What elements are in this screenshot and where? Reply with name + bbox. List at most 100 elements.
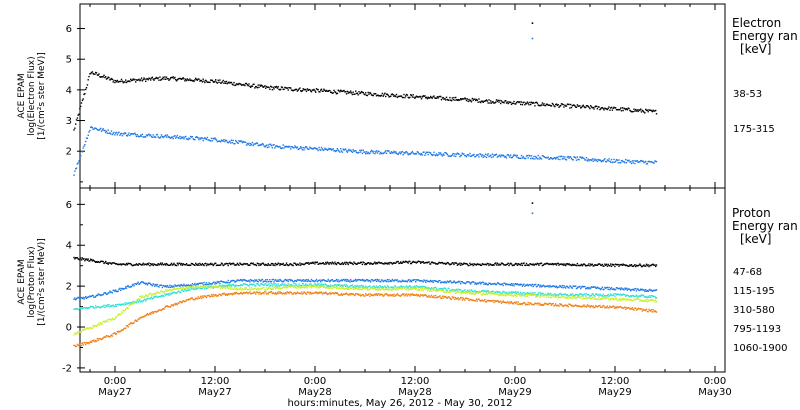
data-point — [267, 263, 269, 265]
data-point — [541, 303, 544, 306]
data-point — [514, 292, 516, 294]
data-point — [647, 264, 649, 266]
data-point — [85, 87, 88, 89]
data-point — [239, 140, 241, 143]
data-point — [565, 264, 567, 267]
data-point — [239, 262, 241, 264]
data-point — [551, 102, 554, 105]
data-point — [584, 159, 586, 161]
data-point — [620, 162, 622, 164]
data-point — [508, 264, 510, 267]
data-point — [150, 297, 152, 299]
data-point — [290, 264, 293, 266]
data-point — [136, 79, 139, 81]
data-point — [384, 262, 386, 264]
data-point — [596, 108, 599, 110]
data-point — [531, 303, 534, 306]
data-point — [548, 263, 550, 266]
data-point — [430, 263, 432, 265]
data-point — [130, 264, 133, 266]
data-point — [636, 296, 639, 298]
data-point — [569, 285, 571, 287]
data-point — [589, 159, 591, 161]
data-point — [545, 263, 547, 265]
data-point — [220, 264, 222, 266]
data-point — [632, 300, 634, 302]
data-point — [469, 289, 471, 291]
electron-ylabel-line1: ACE EPAM — [17, 73, 27, 118]
data-point — [543, 296, 545, 298]
data-point — [430, 261, 433, 263]
data-point — [343, 89, 345, 92]
data-point — [392, 288, 394, 290]
data-point — [533, 304, 535, 306]
data-point — [262, 143, 264, 145]
data-point — [583, 157, 585, 160]
data-point — [152, 134, 154, 136]
data-point — [365, 280, 367, 282]
data-point — [196, 298, 199, 300]
data-point — [280, 280, 283, 282]
data-point — [302, 147, 304, 149]
data-point — [304, 263, 306, 265]
data-point — [440, 289, 442, 291]
data-point — [597, 158, 599, 161]
data-point — [266, 146, 269, 149]
data-point — [212, 287, 214, 289]
data-point — [90, 341, 93, 343]
data-point — [333, 263, 335, 265]
data-point — [462, 292, 464, 294]
data-point — [242, 292, 244, 294]
data-point — [153, 136, 155, 138]
data-point — [631, 288, 634, 291]
data-point — [425, 279, 428, 282]
data-point — [225, 263, 227, 265]
data-point — [315, 91, 317, 93]
data-point — [570, 293, 572, 295]
data-point — [348, 286, 350, 288]
data-point — [315, 284, 318, 287]
data-point — [271, 89, 274, 91]
data-point — [582, 104, 584, 106]
data-point — [541, 295, 544, 297]
data-point — [73, 129, 75, 131]
data-point — [150, 292, 152, 295]
data-point — [530, 292, 532, 295]
data-point — [97, 260, 99, 263]
data-point — [567, 103, 569, 105]
data-point — [129, 323, 131, 325]
data-point — [382, 295, 384, 297]
data-point — [193, 264, 195, 266]
data-point — [195, 136, 198, 138]
data-point — [242, 288, 244, 291]
data-point — [539, 292, 541, 294]
data-point — [320, 283, 323, 285]
data-point — [148, 133, 150, 135]
data-point — [279, 264, 281, 266]
data-point — [241, 288, 244, 290]
data-point — [599, 298, 601, 301]
data-point — [550, 105, 552, 107]
data-point — [167, 136, 169, 138]
data-point — [456, 281, 459, 283]
data-point — [594, 159, 596, 162]
data-point — [575, 157, 577, 159]
data-point — [417, 294, 419, 296]
data-point — [448, 155, 450, 157]
data-point — [225, 281, 228, 283]
data-point — [90, 340, 92, 343]
data-point — [583, 285, 585, 288]
data-point — [151, 136, 154, 138]
data-point — [534, 105, 536, 107]
data-point — [111, 262, 114, 264]
data-point — [188, 286, 190, 288]
data-point — [100, 323, 103, 325]
data-point — [185, 138, 188, 140]
data-point — [115, 80, 117, 82]
data-point — [387, 94, 389, 96]
data-point — [415, 288, 417, 290]
data-point — [630, 298, 632, 301]
data-point — [223, 264, 225, 266]
data-point — [654, 264, 656, 266]
data-point — [170, 263, 172, 266]
